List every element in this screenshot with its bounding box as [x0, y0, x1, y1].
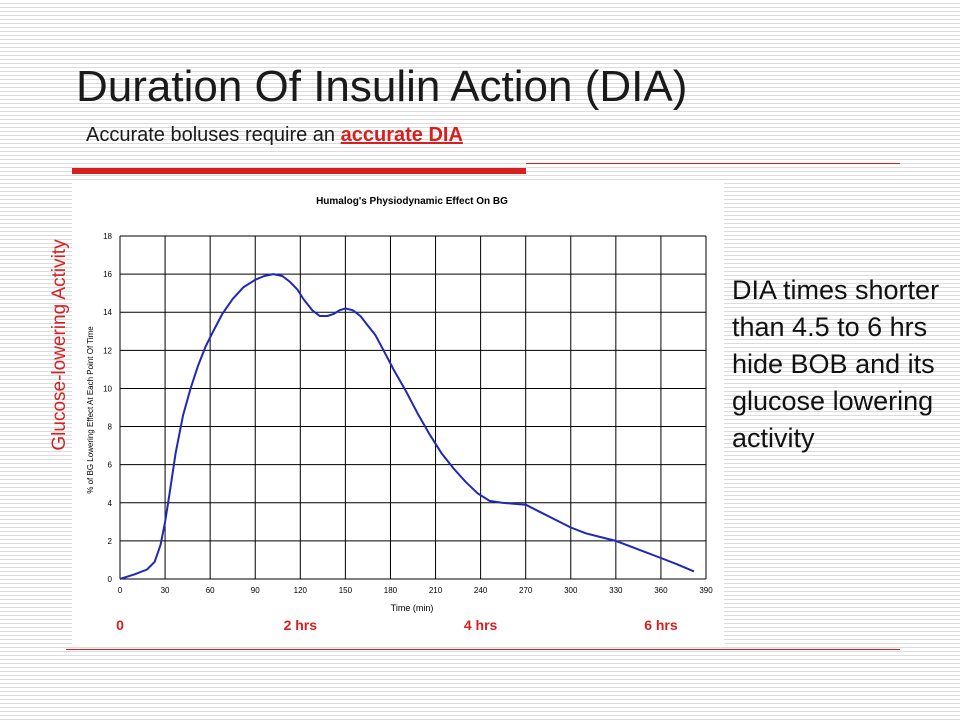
- hour-marker-label: 0: [116, 617, 124, 633]
- y-tick-label: 16: [103, 270, 112, 279]
- y-tick-label: 12: [103, 346, 112, 355]
- y-axis-label: % of BG Lowering Effect At Each Point Of…: [86, 326, 95, 494]
- y-tick-label: 14: [103, 308, 112, 317]
- hour-marker-label: 2 hrs: [284, 617, 318, 633]
- slide-title: Duration Of Insulin Action (DIA): [76, 62, 688, 111]
- x-tick-label: 210: [429, 586, 443, 595]
- x-axis-label: Time (min): [391, 603, 434, 613]
- y-tick-label: 2: [108, 537, 113, 546]
- x-tick-labels: 0 30 60 90 120 150 180 210 240 270 300 330 360 390: [118, 586, 713, 595]
- x-tick-label: 390: [699, 586, 713, 595]
- x-tick-label: 240: [474, 586, 488, 595]
- x-tick-label: 360: [654, 586, 668, 595]
- slide-subtitle: Accurate boluses require an accurate DIA: [86, 124, 463, 147]
- chart-panel: [72, 182, 724, 646]
- x-tick-label: 300: [564, 586, 578, 595]
- hour-marker-label: 4 hrs: [464, 617, 498, 633]
- x-tick-label: 150: [339, 586, 353, 595]
- hour-markers: 0 2 hrs 4 hrs 6 hrs: [116, 617, 678, 633]
- y-tick-label: 18: [103, 232, 112, 241]
- x-tick-label: 330: [609, 586, 623, 595]
- x-tick-label: 90: [251, 586, 260, 595]
- hour-marker-label: 6 hrs: [644, 617, 678, 633]
- series-line: [119, 273, 695, 580]
- y-tick-label: 8: [108, 423, 113, 432]
- x-tick-label: 0: [118, 586, 123, 595]
- x-tick-label: 30: [161, 586, 170, 595]
- chart-grid: [119, 235, 707, 580]
- title-underline-thin: [526, 163, 900, 164]
- bottom-rule: [66, 649, 900, 650]
- y-tick-label: 0: [108, 575, 113, 584]
- y-tick-label: 4: [108, 499, 113, 508]
- y-tick-labels: 0 2 4 6 8 10 12 14 16 18: [103, 232, 112, 584]
- subtitle-text: Accurate boluses require an: [86, 124, 336, 146]
- title-underline-thick: [72, 168, 526, 174]
- chart-title: Humalog's Physiodynamic Effect On BG: [316, 196, 508, 207]
- side-note: DIA times shorter than 4.5 to 6 hrs hide…: [732, 275, 940, 453]
- x-tick-label: 120: [294, 586, 308, 595]
- y-activity-label: Glucose-lowering Activity: [49, 239, 70, 451]
- y-tick-label: 10: [103, 384, 112, 393]
- y-tick-label: 6: [108, 461, 113, 470]
- subtitle-highlight: accurate DIA: [340, 124, 463, 146]
- x-tick-label: 180: [384, 586, 398, 595]
- x-tick-label: 270: [519, 586, 533, 595]
- x-tick-label: 60: [206, 586, 215, 595]
